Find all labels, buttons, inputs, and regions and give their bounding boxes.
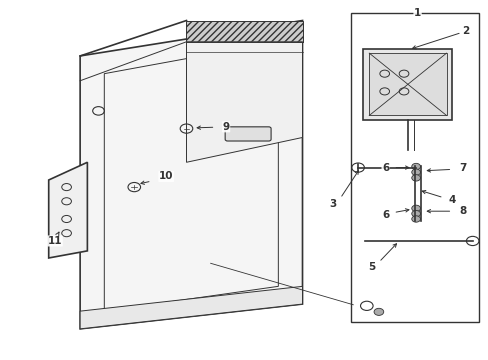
Text: 9: 9 — [222, 122, 229, 132]
Polygon shape — [368, 53, 446, 116]
Polygon shape — [80, 21, 302, 329]
Circle shape — [373, 308, 383, 315]
Circle shape — [411, 175, 420, 181]
Text: 2: 2 — [412, 26, 468, 49]
Bar — [350, 13, 478, 322]
Circle shape — [411, 205, 420, 212]
Circle shape — [411, 211, 420, 217]
Polygon shape — [80, 286, 302, 329]
Circle shape — [411, 169, 420, 175]
Polygon shape — [362, 49, 451, 120]
Text: 11: 11 — [48, 236, 62, 246]
Polygon shape — [186, 21, 302, 42]
Text: 7: 7 — [458, 163, 466, 173]
Text: 3: 3 — [328, 199, 335, 209]
Polygon shape — [186, 42, 302, 162]
Text: 8: 8 — [458, 206, 466, 216]
Text: 10: 10 — [159, 171, 173, 181]
Text: 6: 6 — [381, 211, 388, 220]
Text: 4: 4 — [448, 195, 455, 205]
FancyBboxPatch shape — [224, 127, 270, 141]
Text: 6: 6 — [381, 163, 388, 172]
Circle shape — [411, 216, 420, 222]
Text: 5: 5 — [367, 262, 374, 272]
Circle shape — [411, 163, 420, 170]
Text: 1: 1 — [413, 8, 420, 18]
Polygon shape — [49, 162, 87, 258]
